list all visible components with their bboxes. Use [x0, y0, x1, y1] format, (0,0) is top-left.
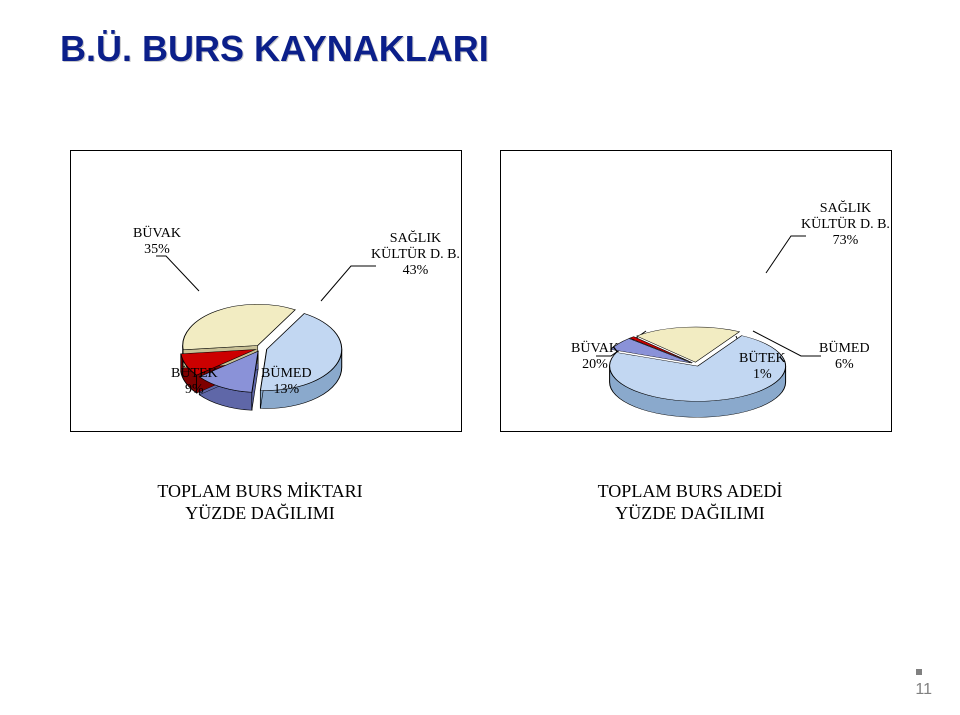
caption-right-line1: TOPLAM BURS ADEDİ [598, 481, 783, 501]
chart-right-box: SAĞLIKKÜLTÜR D. B.73% BÜMED6% BÜTEK1% BÜVAK… [500, 150, 892, 432]
leader-line [156, 256, 199, 291]
slice-label: SAĞLIKKÜLTÜR D. B.43% [371, 231, 460, 279]
page-title: B.Ü. BURS KAYNAKLARI [60, 28, 489, 70]
caption-right: TOPLAM BURS ADEDİ YÜZDE DAĞILIMI [560, 480, 820, 524]
slice-label: BÜMED13% [261, 366, 312, 398]
chart-left-box: SAĞLIKKÜLTÜR D. B.43% BÜMED13% BÜTEK9% BÜVA… [70, 150, 462, 432]
slice-label: BÜVAK20% [571, 341, 619, 373]
slice-label: BÜTEK1% [739, 351, 786, 383]
slice-label: SAĞLIKKÜLTÜR D. B.73% [801, 201, 890, 249]
caption-right-line2: YÜZDE DAĞILIMI [615, 503, 764, 523]
page-number: 11 [915, 681, 932, 699]
slice-label: BÜMED6% [819, 341, 870, 373]
slice-label: BÜVAK35% [133, 226, 181, 258]
leader-line [766, 236, 806, 273]
caption-left-line2: YÜZDE DAĞILIMI [185, 503, 334, 523]
pie-left [176, 302, 346, 416]
square-icon [916, 669, 922, 675]
slice-label: BÜTEK9% [171, 366, 218, 398]
leader-line [321, 266, 376, 301]
page: B.Ü. BURS KAYNAKLARI SAĞLIKKÜLTÜR D. B.4… [0, 0, 960, 715]
caption-left: TOPLAM BURS MİKTARI YÜZDE DAĞILIMI [130, 480, 390, 524]
caption-left-line1: TOPLAM BURS MİKTARI [157, 481, 362, 501]
